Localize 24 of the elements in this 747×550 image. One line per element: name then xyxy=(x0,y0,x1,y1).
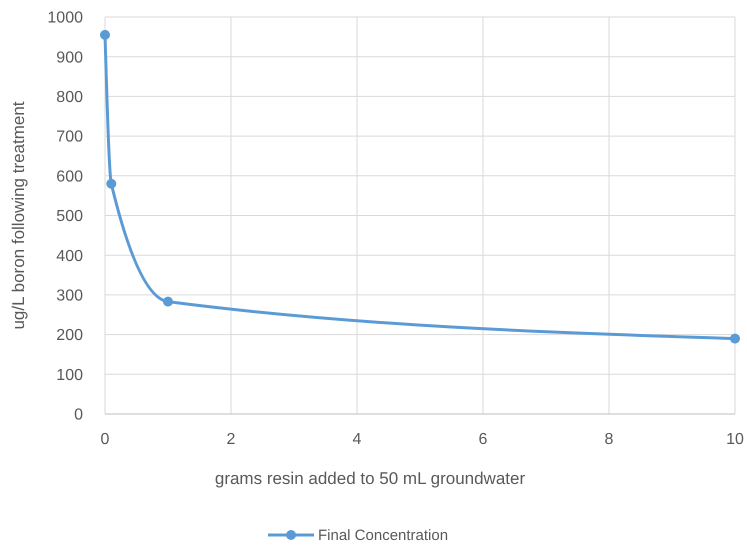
y-tick-label: 700 xyxy=(56,128,84,146)
x-tick-label: 0 xyxy=(100,431,110,448)
y-tick-label: 0 xyxy=(74,406,84,424)
x-tick-label: 2 xyxy=(226,431,236,448)
y-tick-label: 300 xyxy=(56,288,84,304)
y-tick-label: 600 xyxy=(56,168,84,186)
y-tick-label: 100 xyxy=(56,366,84,384)
x-axis-title: grams resin added to 50 mL groundwater xyxy=(214,469,526,488)
point xyxy=(106,178,116,189)
y-tick-label: 1000 xyxy=(47,10,84,27)
x-tick-label: 10 xyxy=(726,431,744,448)
x-tick-label: 8 xyxy=(604,431,614,448)
y-axis-title: ug/L boron following treatment xyxy=(9,101,28,330)
y-tick-label: 800 xyxy=(56,89,84,106)
x-tick-label: 4 xyxy=(352,431,362,448)
legend-label: Final Concentration xyxy=(318,527,448,544)
y-tick-label: 500 xyxy=(56,208,84,226)
y-tick-label: 200 xyxy=(56,327,84,344)
point xyxy=(163,296,173,307)
point xyxy=(730,334,740,344)
y-tick-label: 400 xyxy=(56,248,84,265)
point xyxy=(100,30,110,40)
y-tick-label: 900 xyxy=(56,49,84,66)
x-tick-label: 6 xyxy=(478,431,488,448)
